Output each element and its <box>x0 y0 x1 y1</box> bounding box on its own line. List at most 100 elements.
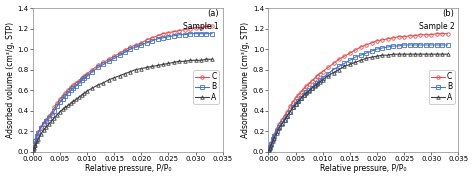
Legend: C, B, A: C, B, A <box>193 70 219 104</box>
A <box>204 58 210 60</box>
C <box>165 32 171 34</box>
Line: B: B <box>32 32 214 151</box>
C <box>100 61 106 63</box>
A <box>331 72 337 74</box>
A <box>306 90 312 92</box>
B <box>38 127 44 129</box>
C <box>84 72 90 75</box>
A <box>106 79 111 81</box>
B <box>317 79 323 81</box>
C <box>336 58 342 60</box>
A <box>76 96 82 98</box>
B <box>347 59 353 61</box>
B <box>401 44 407 46</box>
C <box>290 101 296 103</box>
B <box>171 35 177 37</box>
A <box>273 132 279 134</box>
B <box>282 119 288 121</box>
B <box>79 79 84 81</box>
C <box>445 33 450 35</box>
B <box>57 101 63 103</box>
C <box>320 71 326 73</box>
Legend: C, B, A: C, B, A <box>428 70 455 104</box>
C <box>128 46 133 48</box>
C <box>271 134 277 136</box>
B <box>65 92 71 94</box>
A <box>209 58 215 60</box>
X-axis label: Relative pressure, P/P₀: Relative pressure, P/P₀ <box>84 165 171 173</box>
C <box>306 83 312 85</box>
A <box>36 138 41 140</box>
Line: C: C <box>32 25 214 150</box>
A <box>60 108 65 111</box>
B <box>320 77 326 79</box>
B <box>30 148 36 151</box>
C <box>363 44 369 46</box>
C <box>106 58 111 60</box>
C <box>374 40 380 42</box>
B <box>34 135 40 137</box>
B <box>111 57 117 59</box>
A <box>90 87 95 89</box>
B <box>369 50 374 52</box>
C <box>270 137 275 139</box>
C <box>193 26 199 29</box>
B <box>325 72 331 75</box>
A <box>325 75 331 77</box>
B <box>374 48 380 50</box>
A <box>34 140 40 142</box>
B <box>44 120 49 122</box>
A <box>267 147 273 149</box>
C <box>52 106 57 108</box>
A <box>363 57 369 59</box>
A <box>187 59 193 61</box>
Text: (b): (b) <box>443 9 455 18</box>
C <box>439 33 445 35</box>
C <box>292 97 298 99</box>
C <box>122 49 128 51</box>
C <box>412 35 418 37</box>
C <box>63 92 68 94</box>
A <box>292 103 298 105</box>
Line: A: A <box>267 52 449 152</box>
C <box>401 36 407 38</box>
C <box>352 49 358 51</box>
A <box>396 53 401 55</box>
C <box>434 33 439 35</box>
A <box>268 144 274 146</box>
A <box>73 98 79 100</box>
C <box>418 34 423 36</box>
A <box>182 60 188 62</box>
B <box>209 33 215 35</box>
B <box>352 56 358 58</box>
Y-axis label: Adsorbed volume (cm³/g, STP): Adsorbed volume (cm³/g, STP) <box>241 22 250 138</box>
B <box>284 115 290 117</box>
C <box>79 77 84 79</box>
B <box>193 33 199 35</box>
B <box>428 44 434 46</box>
B <box>204 33 210 35</box>
B <box>273 130 279 132</box>
A <box>44 126 49 128</box>
B <box>63 95 68 97</box>
A <box>155 64 161 67</box>
A <box>128 71 133 73</box>
C <box>44 119 49 121</box>
A <box>418 53 423 55</box>
B <box>36 132 41 134</box>
A <box>100 82 106 84</box>
C <box>391 37 396 39</box>
B <box>445 44 450 46</box>
A <box>71 100 76 102</box>
A <box>374 55 380 57</box>
A <box>391 53 396 55</box>
B <box>176 34 182 36</box>
C <box>117 52 122 54</box>
A <box>295 100 301 102</box>
C <box>160 33 166 35</box>
C <box>267 145 273 147</box>
B <box>73 85 79 87</box>
B <box>155 38 161 40</box>
B <box>55 105 60 108</box>
A <box>298 97 304 99</box>
